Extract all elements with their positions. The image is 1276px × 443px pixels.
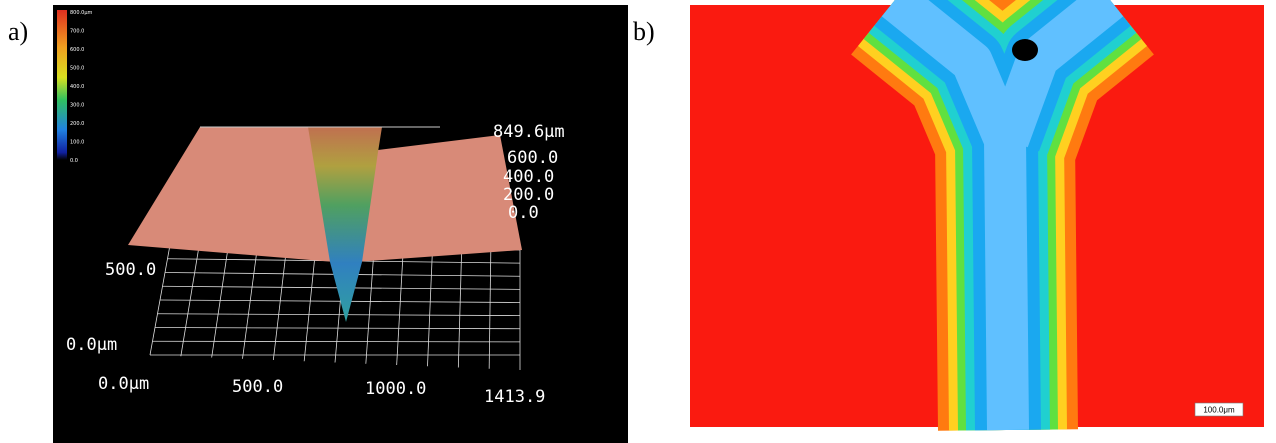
- z-axis-label: 400.0: [503, 167, 554, 187]
- scale-bar-label: 100.0μm: [1203, 406, 1235, 415]
- panel-label: b): [633, 17, 655, 46]
- surface-right: [355, 135, 522, 262]
- colorbar-label: 800.0μm: [70, 10, 92, 16]
- colorbar-label: 100.0: [70, 140, 84, 146]
- colorbar: [57, 10, 67, 160]
- colorbar-label: 300.0: [70, 103, 84, 109]
- colorbar-label: 0.0: [70, 158, 78, 164]
- y-axis-label: 500.0: [105, 260, 156, 280]
- colorbar-label: 500.0: [70, 66, 84, 72]
- z-axis-label: 200.0: [503, 185, 554, 205]
- z-axis-label: 849.6μm: [493, 122, 565, 142]
- colorbar-label: 700.0: [70, 29, 84, 35]
- panel-label: a): [8, 17, 28, 46]
- z-axis-label: 600.0: [507, 148, 558, 168]
- x-axis-label: 0.0μm: [98, 374, 149, 394]
- x-axis-label: 1000.0: [365, 379, 426, 399]
- figure: a) b) 800.0μm 700.0 600.0 500.0 400.0 300.0 20…: [0, 0, 1276, 443]
- y-axis-label: 0.0μm: [66, 335, 117, 355]
- dark-spot: [1012, 39, 1038, 61]
- colorbar-label: 600.0: [70, 47, 84, 53]
- z-axis-label: 0.0: [508, 203, 539, 223]
- x-axis-label: 500.0: [232, 377, 283, 397]
- x-axis-label: 1413.9: [484, 387, 545, 407]
- colorbar-label: 200.0: [70, 121, 84, 127]
- colorbar-label: 400.0: [70, 84, 84, 90]
